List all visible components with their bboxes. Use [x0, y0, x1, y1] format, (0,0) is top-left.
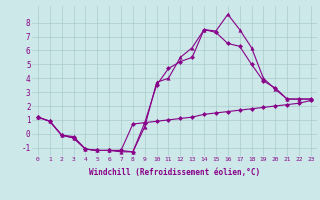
- X-axis label: Windchill (Refroidissement éolien,°C): Windchill (Refroidissement éolien,°C): [89, 168, 260, 177]
